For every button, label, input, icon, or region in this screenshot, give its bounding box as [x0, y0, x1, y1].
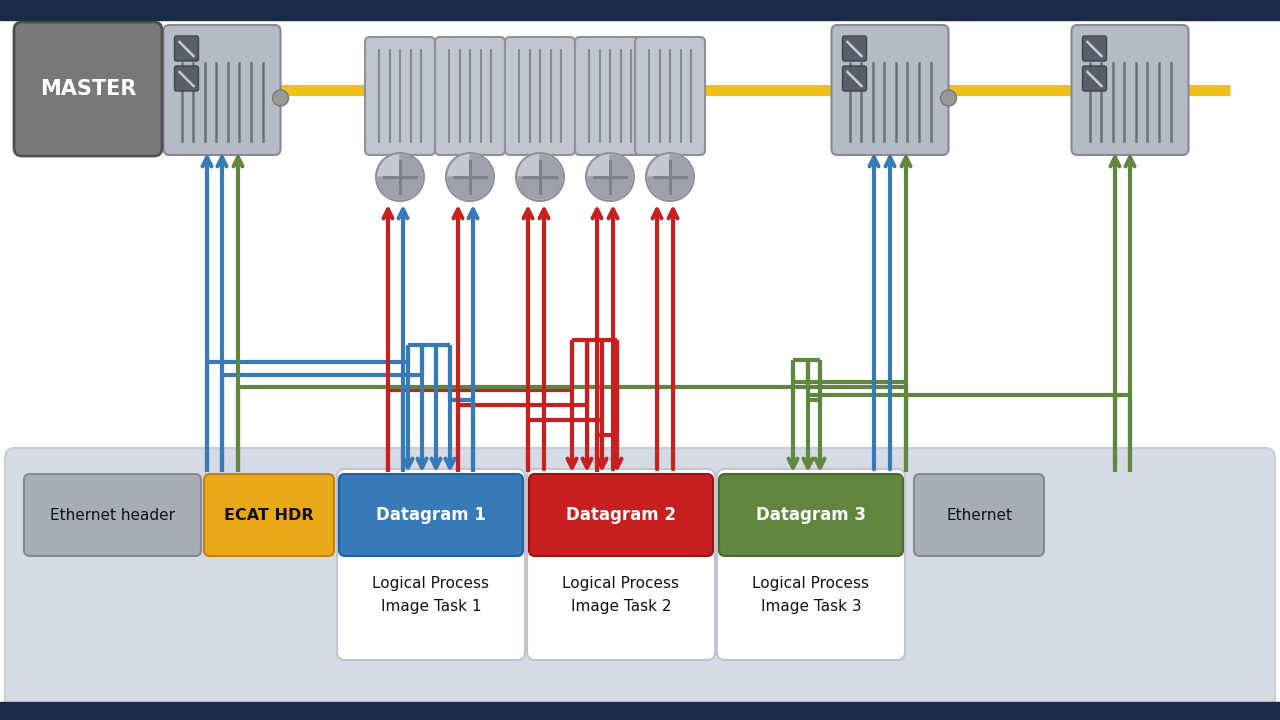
- Polygon shape: [648, 177, 692, 199]
- FancyBboxPatch shape: [204, 474, 334, 556]
- Text: Logical Process
Image Task 1: Logical Process Image Task 1: [372, 577, 489, 613]
- Text: Datagram 2: Datagram 2: [566, 506, 676, 524]
- FancyBboxPatch shape: [719, 474, 902, 556]
- FancyBboxPatch shape: [717, 469, 905, 660]
- Bar: [0, 0, 1280, 20]
- Bar: [0, 702, 1280, 720]
- FancyBboxPatch shape: [337, 469, 525, 660]
- Polygon shape: [378, 177, 422, 199]
- FancyBboxPatch shape: [5, 448, 1275, 708]
- FancyBboxPatch shape: [174, 36, 198, 61]
- FancyBboxPatch shape: [832, 25, 948, 155]
- FancyBboxPatch shape: [914, 474, 1044, 556]
- FancyBboxPatch shape: [1071, 25, 1189, 155]
- FancyBboxPatch shape: [435, 37, 506, 155]
- FancyBboxPatch shape: [14, 22, 163, 156]
- FancyBboxPatch shape: [529, 474, 713, 556]
- Text: Logical Process
Image Task 3: Logical Process Image Task 3: [753, 577, 869, 613]
- FancyBboxPatch shape: [24, 474, 201, 556]
- FancyBboxPatch shape: [635, 37, 705, 155]
- Polygon shape: [588, 177, 632, 199]
- FancyBboxPatch shape: [164, 25, 280, 155]
- FancyBboxPatch shape: [365, 37, 435, 155]
- Circle shape: [273, 90, 288, 106]
- Polygon shape: [540, 155, 562, 177]
- Polygon shape: [611, 155, 632, 177]
- FancyBboxPatch shape: [1083, 36, 1106, 61]
- Text: Ethernet header: Ethernet header: [50, 508, 175, 523]
- Text: MASTER: MASTER: [40, 79, 136, 99]
- Circle shape: [516, 153, 564, 201]
- Circle shape: [445, 153, 494, 201]
- Circle shape: [376, 153, 424, 201]
- Text: Ethernet: Ethernet: [946, 508, 1012, 523]
- FancyBboxPatch shape: [506, 37, 575, 155]
- FancyBboxPatch shape: [174, 66, 198, 91]
- Polygon shape: [399, 155, 422, 177]
- Text: Datagram 1: Datagram 1: [376, 506, 486, 524]
- Text: Logical Process
Image Task 2: Logical Process Image Task 2: [562, 577, 680, 613]
- Polygon shape: [669, 155, 692, 177]
- FancyBboxPatch shape: [527, 469, 716, 660]
- FancyBboxPatch shape: [842, 66, 867, 91]
- Text: Datagram 3: Datagram 3: [756, 506, 867, 524]
- Polygon shape: [470, 155, 492, 177]
- Circle shape: [646, 153, 694, 201]
- Circle shape: [586, 153, 634, 201]
- FancyBboxPatch shape: [1083, 66, 1106, 91]
- Circle shape: [941, 90, 956, 106]
- FancyBboxPatch shape: [339, 474, 524, 556]
- Text: ECAT HDR: ECAT HDR: [224, 508, 314, 523]
- Polygon shape: [518, 177, 562, 199]
- Polygon shape: [448, 177, 492, 199]
- FancyBboxPatch shape: [842, 36, 867, 61]
- FancyBboxPatch shape: [575, 37, 645, 155]
